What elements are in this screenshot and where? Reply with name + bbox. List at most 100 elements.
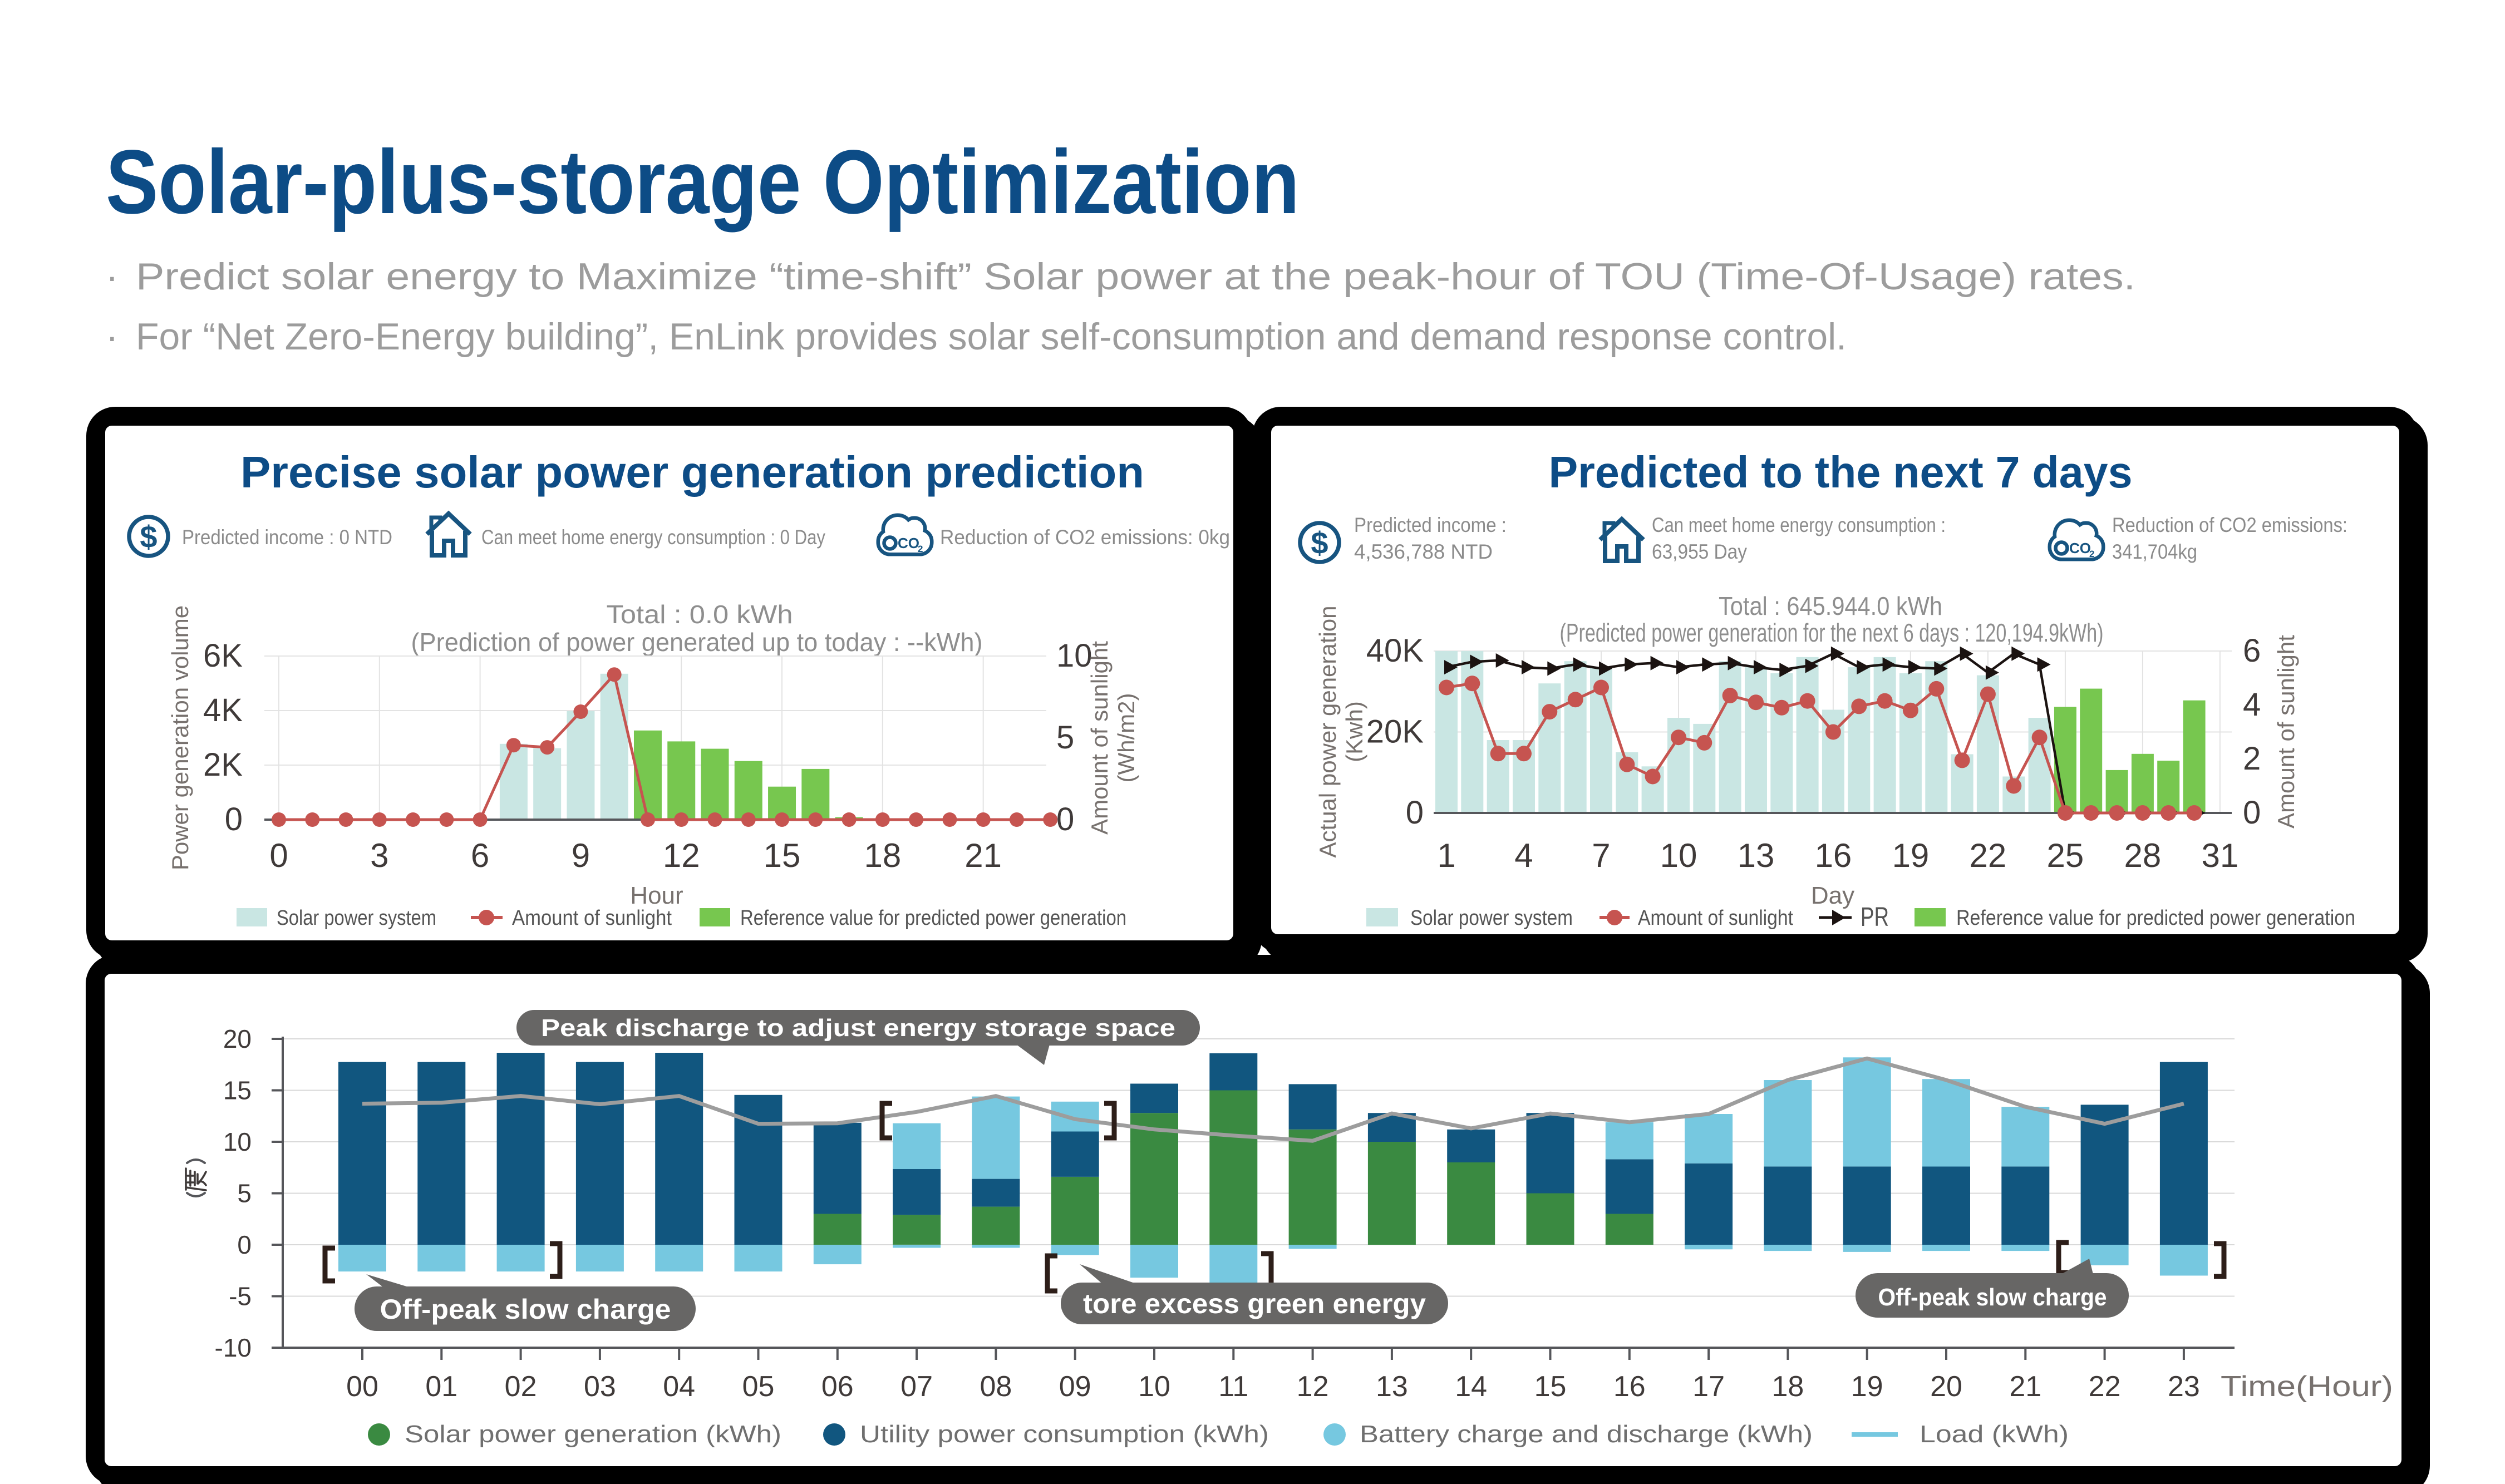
svg-text:40K: 40K — [1366, 633, 1424, 669]
svg-text:6: 6 — [471, 837, 489, 874]
svg-text:1: 1 — [1437, 837, 1455, 874]
svg-text:PR: PR — [1861, 903, 1889, 932]
svg-text:Solar-plus-storage Optimizatio: Solar-plus-storage Optimization — [106, 131, 1300, 233]
svg-text:Reference value for predicted: Reference value for predicted power gene… — [1956, 906, 2355, 930]
svg-text:Actual power generation: Actual power generation — [1315, 606, 1341, 858]
svg-text:Predict solar energy to Maximi: Predict solar energy to Maximize “time-s… — [136, 255, 2135, 298]
svg-text:6K: 6K — [203, 638, 243, 674]
svg-text:tore excess green energy: tore excess green energy — [1083, 1288, 1426, 1319]
svg-text:7: 7 — [1592, 837, 1610, 874]
svg-text:16: 16 — [1613, 1370, 1646, 1403]
svg-text:21: 21 — [964, 837, 1002, 874]
svg-text:(Predicted power generation fo: (Predicted power generation for the next… — [1560, 618, 2104, 647]
svg-text:Solar power system: Solar power system — [277, 906, 436, 930]
svg-text:2: 2 — [2089, 549, 2094, 559]
svg-text:$: $ — [1311, 525, 1328, 560]
svg-text:9: 9 — [572, 837, 590, 874]
svg-text:·: · — [106, 315, 119, 358]
svg-text:For “Net Zero-Energy building”: For “Net Zero-Energy building”, EnLink p… — [136, 315, 1847, 358]
svg-text:07: 07 — [900, 1370, 933, 1403]
svg-text:31: 31 — [2202, 837, 2239, 874]
svg-text:Time(Hour): Time(Hour) — [2221, 1370, 2393, 1403]
svg-text:20K: 20K — [1366, 713, 1424, 750]
svg-text:21: 21 — [2009, 1370, 2041, 1403]
svg-text:0: 0 — [2243, 795, 2261, 831]
svg-text:2: 2 — [2243, 741, 2261, 777]
svg-text:19: 19 — [1851, 1370, 1883, 1403]
svg-text:Predicted income :: Predicted income : — [1354, 514, 1507, 536]
svg-text:·: · — [106, 255, 119, 298]
svg-text:01: 01 — [425, 1370, 457, 1403]
svg-text:Amount of sunlight: Amount of sunlight — [1086, 641, 1113, 835]
svg-text:Amount of sunlight: Amount of sunlight — [512, 906, 672, 930]
svg-text:Reduction of CO2 emissions: 0k: Reduction of CO2 emissions: 0kg — [940, 526, 1230, 549]
svg-text:12: 12 — [663, 837, 700, 874]
svg-text:-10: -10 — [215, 1333, 252, 1362]
svg-text:(Prediction of power generated: (Prediction of power generated up to tod… — [411, 628, 983, 657]
svg-text:2: 2 — [918, 544, 923, 554]
svg-text:Amount of sunlight: Amount of sunlight — [1638, 906, 1793, 930]
svg-text:18: 18 — [1771, 1370, 1804, 1403]
svg-text:13: 13 — [1738, 837, 1775, 874]
svg-text:Day: Day — [1811, 882, 1854, 909]
svg-text:341,704kg: 341,704kg — [2112, 540, 2197, 563]
svg-text:Off-peak slow charge: Off-peak slow charge — [380, 1294, 671, 1325]
svg-text:10: 10 — [1138, 1370, 1170, 1403]
svg-text:Reference value for predicted: Reference value for predicted power gene… — [740, 906, 1126, 930]
svg-text:22: 22 — [2089, 1370, 2121, 1403]
svg-text:20: 20 — [1930, 1370, 1962, 1403]
svg-text:0: 0 — [1056, 801, 1074, 837]
svg-text:(Wh/m2): (Wh/m2) — [1113, 693, 1139, 783]
svg-text:0: 0 — [269, 837, 288, 874]
svg-text:04: 04 — [663, 1370, 695, 1403]
svg-text:6: 6 — [2243, 633, 2261, 669]
svg-text:2K: 2K — [203, 747, 243, 783]
svg-text:5: 5 — [237, 1179, 252, 1208]
svg-text:05: 05 — [742, 1370, 775, 1403]
svg-text:$: $ — [140, 519, 157, 554]
svg-text:Utility power consumption (kWh: Utility power consumption (kWh) — [860, 1421, 1269, 1448]
svg-text:Load (kWh): Load (kWh) — [1920, 1421, 2069, 1448]
svg-text:-5: -5 — [229, 1282, 252, 1311]
svg-text:22: 22 — [1970, 837, 2007, 874]
svg-text:11: 11 — [1218, 1370, 1248, 1403]
svg-text:Amount of sunlight: Amount of sunlight — [2273, 635, 2299, 829]
svg-text:14: 14 — [1455, 1370, 1487, 1403]
svg-text:15: 15 — [764, 837, 801, 874]
svg-text:09: 09 — [1059, 1370, 1091, 1403]
svg-text:00: 00 — [346, 1370, 378, 1403]
svg-text:(Kwh): (Kwh) — [1341, 701, 1367, 762]
svg-text:Off-peak slow charge: Off-peak slow charge — [1878, 1284, 2107, 1311]
svg-text:10: 10 — [1660, 837, 1697, 874]
svg-text:17: 17 — [1692, 1370, 1725, 1403]
svg-text:15: 15 — [1534, 1370, 1567, 1403]
svg-text:0: 0 — [237, 1230, 252, 1259]
svg-text:Peak discharge to adjust energ: Peak discharge to adjust energy storage … — [541, 1014, 1175, 1042]
svg-text:Predicted to the next 7 days: Predicted to the next 7 days — [1549, 447, 2133, 497]
svg-text:10: 10 — [223, 1127, 252, 1156]
svg-text:Can meet home energy consumpti: Can meet home energy consumption : 0 Day — [481, 526, 825, 549]
svg-text:4: 4 — [2243, 687, 2261, 723]
svg-text:63,955 Day: 63,955 Day — [1652, 540, 1747, 563]
svg-text:Total : 645.944.0 kWh: Total : 645.944.0 kWh — [1719, 591, 1942, 620]
svg-text:Reduction of CO2 emissions:: Reduction of CO2 emissions: — [2112, 514, 2347, 536]
svg-text:Hour: Hour — [630, 882, 683, 909]
svg-text:Solar power generation (kWh): Solar power generation (kWh) — [405, 1421, 781, 1448]
svg-text:CO: CO — [2069, 540, 2091, 556]
svg-text:0: 0 — [225, 801, 243, 837]
svg-text:23: 23 — [2168, 1370, 2200, 1403]
svg-text:4K: 4K — [203, 692, 243, 728]
svg-text:08: 08 — [980, 1370, 1012, 1403]
svg-text:18: 18 — [864, 837, 901, 874]
svg-text:3: 3 — [370, 837, 388, 874]
svg-text:16: 16 — [1815, 837, 1852, 874]
svg-text:Can meet home energy consumpti: Can meet home energy consumption : — [1652, 514, 1946, 536]
svg-text:Power generation volume: Power generation volume — [167, 605, 193, 870]
svg-text:Predicted income : 0 NTD: Predicted income : 0 NTD — [182, 526, 392, 549]
svg-text:Precise solar power generation: Precise solar power generation predictio… — [240, 447, 1144, 497]
svg-text:Solar power system: Solar power system — [1410, 906, 1573, 930]
svg-text:4,536,788 NTD: 4,536,788 NTD — [1354, 540, 1493, 563]
svg-text:Battery charge and discharge (: Battery charge and discharge (kWh) — [1360, 1421, 1813, 1448]
svg-text:10: 10 — [1056, 638, 1092, 674]
svg-text:03: 03 — [584, 1370, 616, 1403]
